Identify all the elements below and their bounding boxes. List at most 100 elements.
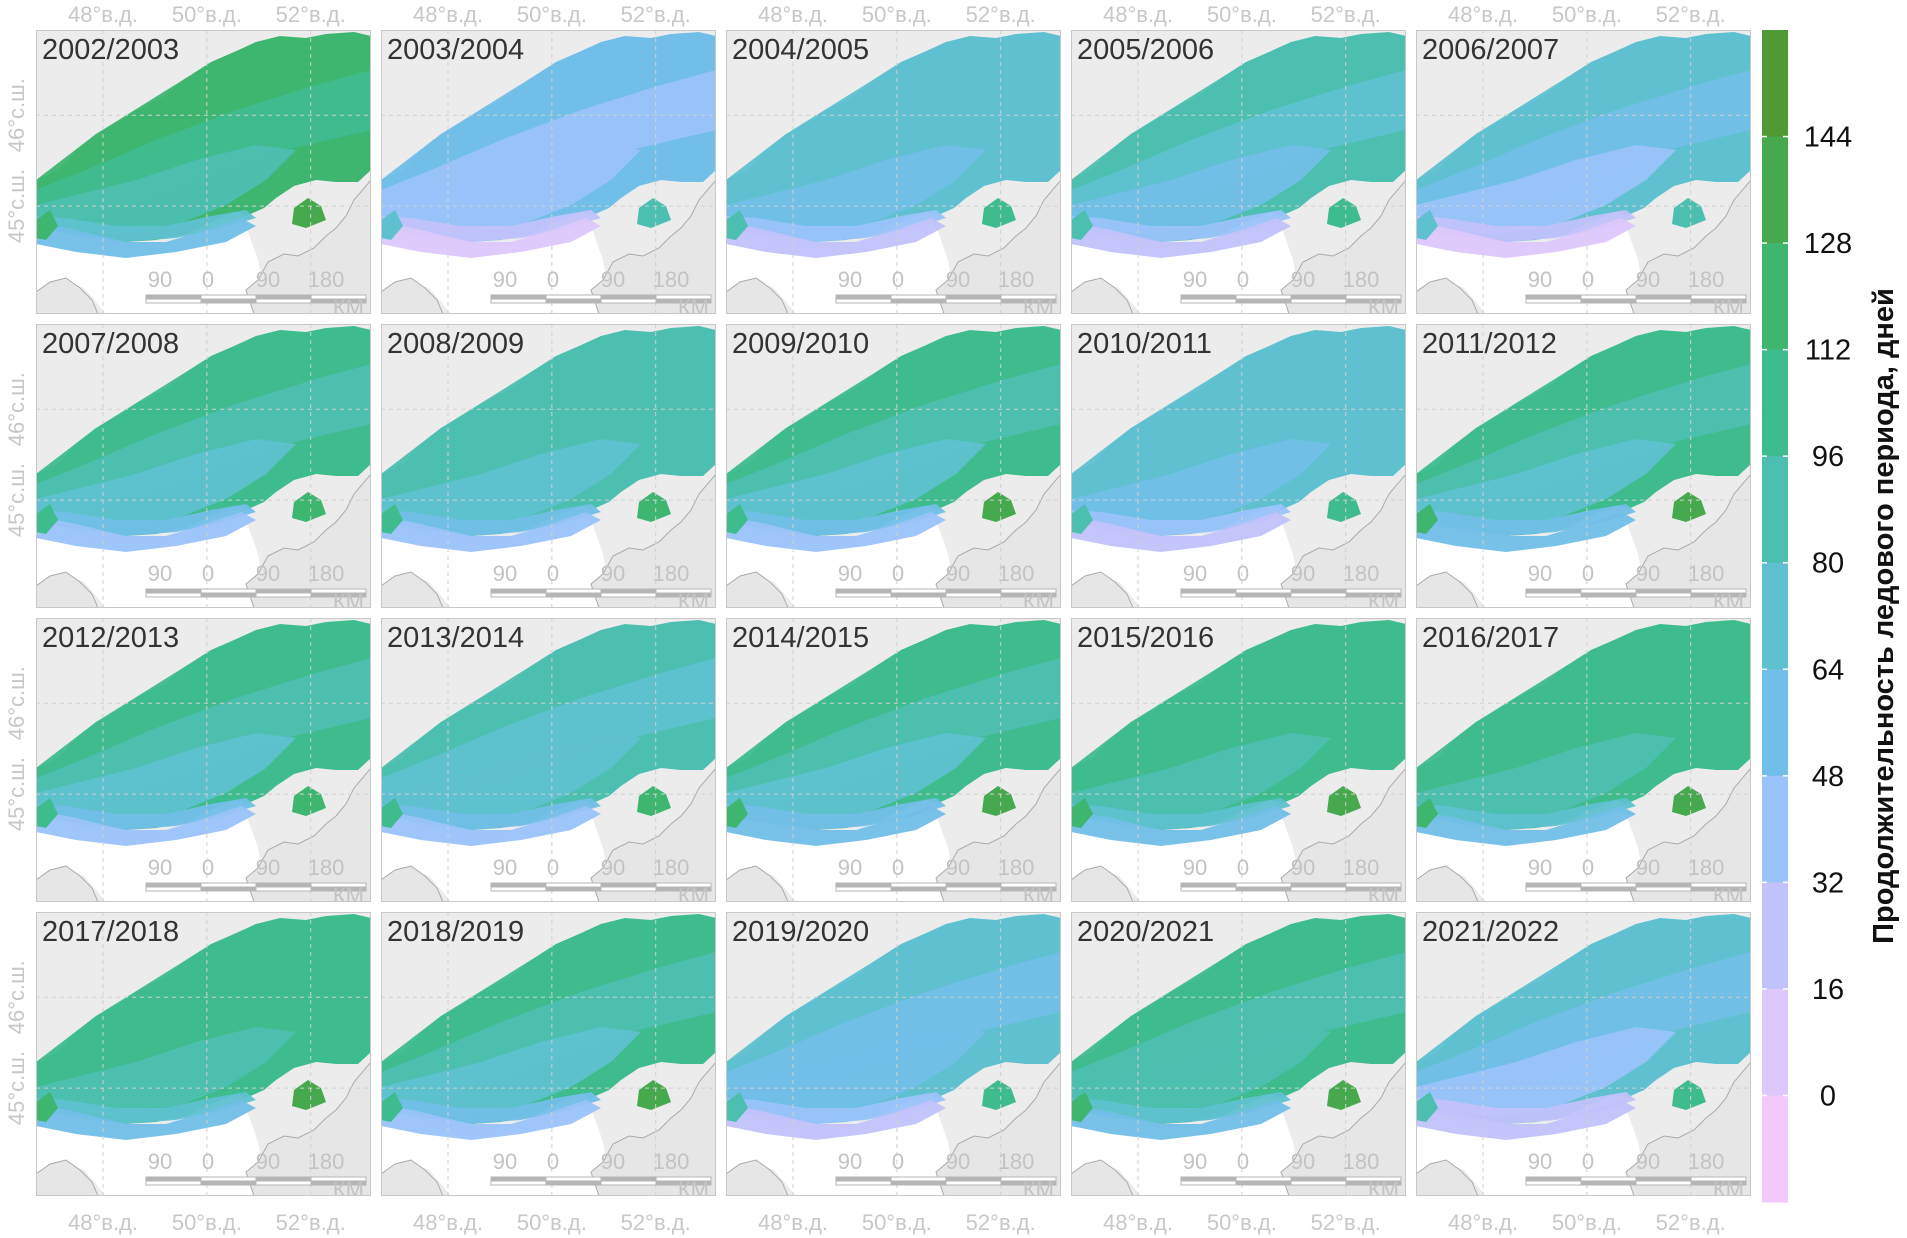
longitude-tick-label: 50°в.д.	[862, 2, 932, 27]
longitude-tick-label: 52°в.д.	[1311, 2, 1381, 27]
ice-patch	[726, 798, 748, 828]
scale-bar-label: 180	[998, 855, 1035, 880]
scale-bar-label: 90	[946, 1149, 970, 1174]
scale-bar-label: 90	[493, 561, 517, 586]
scale-bar-label: 180	[308, 855, 345, 880]
peninsula-land	[935, 1061, 1061, 1196]
longitude-tick-label: 52°в.д.	[621, 1210, 691, 1235]
longitude-tick-label: 52°в.д.	[966, 2, 1036, 27]
scale-bar-label: 180	[998, 561, 1035, 586]
panel-title: 2013/2014	[387, 622, 524, 654]
southwest-land	[1416, 865, 1479, 902]
southwest-land	[1071, 571, 1134, 608]
scale-bar-label: 0	[202, 267, 214, 292]
colorbar-segment	[1762, 562, 1788, 670]
peninsula-land	[1625, 1061, 1751, 1196]
longitude-tick-label: 50°в.д.	[1552, 2, 1622, 27]
scale-bar-label: 180	[653, 267, 690, 292]
map-panel: 90 0 90 180 КМ 2006/2007	[1416, 30, 1751, 314]
ice-duration-band	[1071, 1100, 1291, 1140]
scale-bar-label: 180	[1688, 855, 1725, 880]
scale-bar: 90 0 90 180 КМ	[145, 855, 367, 902]
ice-patch	[1327, 786, 1361, 816]
ice-patch	[1416, 210, 1438, 240]
scale-bar-label: 180	[653, 1149, 690, 1174]
scale-bar-label: 90	[256, 855, 280, 880]
scale-bar-unit: КМ	[1023, 1177, 1054, 1202]
scale-bar-unit: КМ	[1368, 883, 1399, 908]
scale-bar-label: 90	[256, 1149, 280, 1174]
ice-patch	[36, 504, 58, 534]
panel-border	[36, 324, 371, 608]
ice-duration-band	[36, 952, 371, 1102]
longitude-tick-label: 48°в.д.	[1103, 1210, 1173, 1235]
scale-bar: 90 0 90 180 КМ	[835, 267, 1057, 314]
map-panel: 90 0 90 180 КМ 2007/2008	[36, 324, 371, 608]
panel-title: 2020/2021	[1077, 916, 1214, 948]
southwest-land	[1416, 571, 1479, 608]
scale-bar-label: 90	[1636, 855, 1660, 880]
ice-duration-band	[1416, 439, 1676, 529]
ice-patch	[1071, 210, 1093, 240]
peninsula-land	[1280, 179, 1406, 314]
scale-bar: 90 0 90 180 КМ	[1180, 855, 1402, 908]
scale-bar: 90 0 90 180 КМ	[490, 267, 712, 314]
panel-border	[1071, 30, 1406, 314]
scale-bar-label: 0	[202, 561, 214, 586]
panel-border	[36, 912, 371, 1196]
panel-title: 2004/2005	[732, 34, 869, 66]
scale-bar-label: 0	[892, 561, 904, 586]
peninsula-land	[245, 473, 371, 608]
longitude-tick-label: 50°в.д.	[172, 2, 242, 27]
ice-duration-band	[1071, 439, 1331, 529]
scale-bar-label: 0	[202, 1149, 214, 1174]
panel-title: 2007/2008	[42, 328, 179, 360]
scale-bar-label: 90	[148, 561, 172, 586]
panel-border	[381, 618, 716, 902]
scale-bar-unit: КМ	[333, 295, 364, 320]
colorbar-tick-label: 0	[1820, 1080, 1836, 1112]
scale-bar-label: 90	[838, 855, 862, 880]
scale-bar: 90 0 90 180 КМ	[1180, 1149, 1402, 1196]
southwest-land	[381, 277, 444, 314]
colorbar-title: Продолжительность ледового периода, дней	[1868, 288, 1900, 944]
panel-title: 2011/2012	[1422, 328, 1557, 360]
map-panel: 90 0 90 180 КМ 2010/2011	[1071, 324, 1406, 608]
colorbar-tick-label: 144	[1804, 122, 1852, 154]
ice-duration-band	[726, 1027, 986, 1117]
colorbar-segment	[1762, 456, 1788, 564]
scale-bar-label: 0	[1237, 855, 1249, 880]
scale-bar-label: 90	[946, 855, 970, 880]
panel-border	[1071, 912, 1406, 1196]
scale-bar: 90 0 90 180 КМ	[490, 855, 712, 902]
southwest-land	[726, 277, 789, 314]
scale-bar: 90 0 90 180 КМ	[145, 267, 367, 320]
panel-border	[1416, 30, 1751, 314]
ice-patch	[1327, 1080, 1361, 1110]
scale-bar-label: 90	[1528, 561, 1552, 586]
scale-bar-label: 0	[1582, 267, 1594, 292]
scale-bar-label: 180	[653, 561, 690, 586]
scale-bar-label: 90	[601, 561, 625, 586]
colorbar-tick-label: 16	[1812, 974, 1844, 1006]
scale-bar-label: 90	[493, 267, 517, 292]
scale-bar-label: 90	[1528, 1149, 1552, 1174]
ice-duration-band	[381, 733, 641, 823]
scale-bar-label: 90	[601, 1149, 625, 1174]
ice-patch	[1071, 798, 1093, 828]
panel-title: 2002/2003	[42, 34, 179, 66]
ice-duration-band	[381, 364, 716, 514]
southwest-land	[1416, 1159, 1479, 1196]
panel-border	[1416, 324, 1751, 608]
panel-border	[726, 30, 1061, 314]
ice-duration-band	[36, 145, 296, 235]
ice-duration-band	[36, 218, 256, 258]
ice-patch	[982, 198, 1016, 228]
longitude-tick-label: 48°в.д.	[758, 1210, 828, 1235]
ice-duration-band	[1071, 1027, 1331, 1117]
southwest-land	[1071, 277, 1134, 314]
scale-bar-label: 90	[148, 267, 172, 292]
southwest-land	[726, 865, 789, 902]
ice-patch	[982, 786, 1016, 816]
